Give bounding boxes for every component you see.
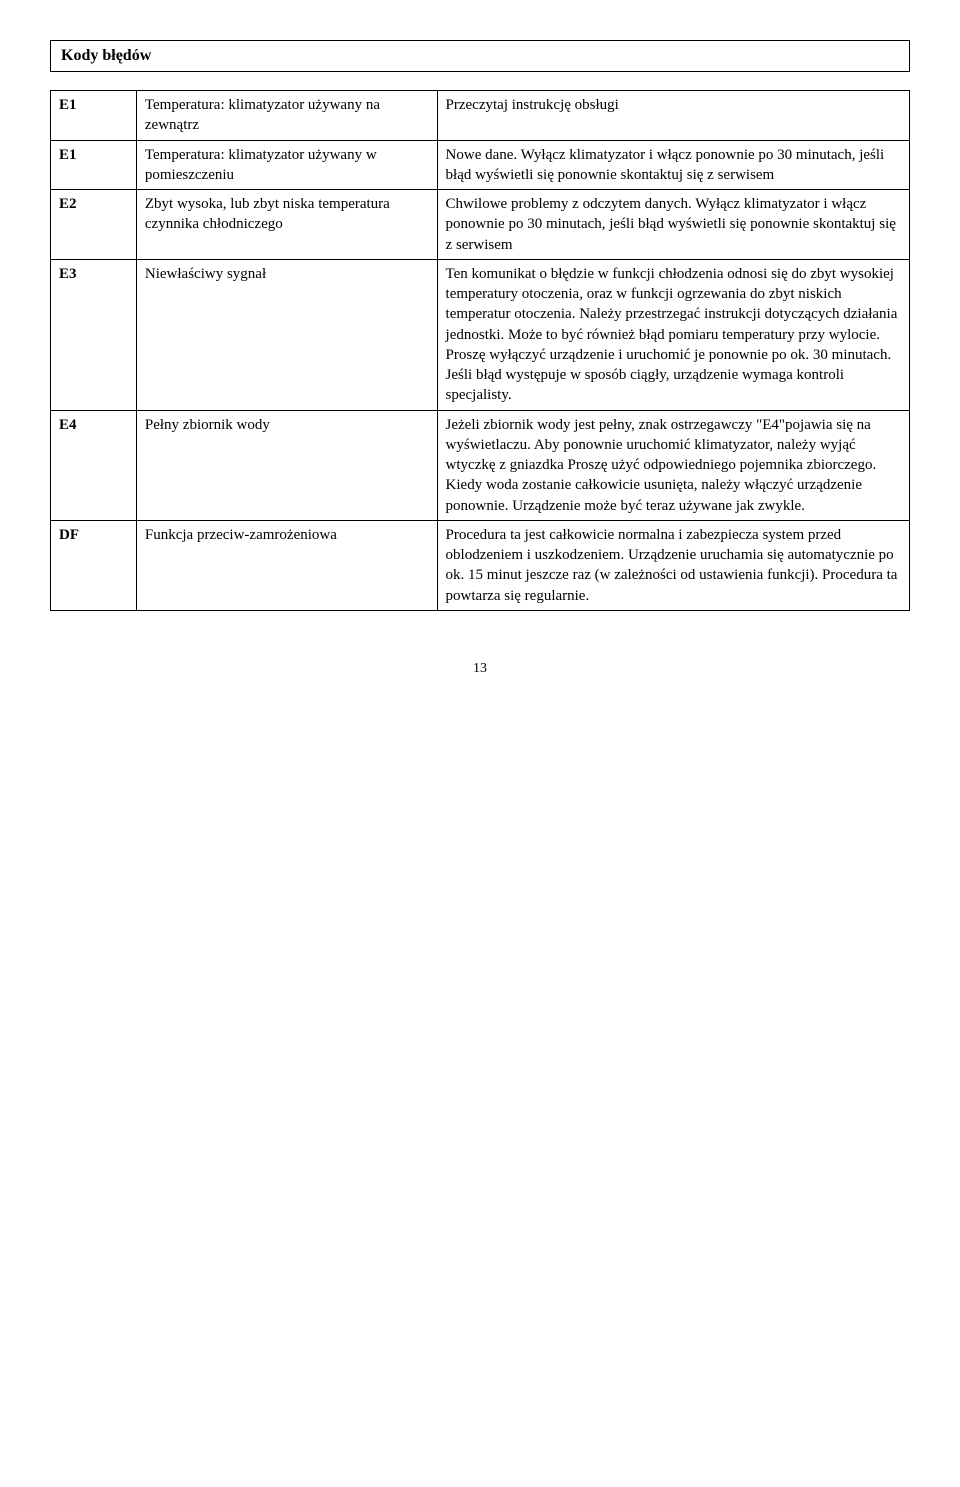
error-code: E1 <box>51 91 137 141</box>
error-codes-table: E1 Temperatura: klimatyzator używany na … <box>50 90 910 611</box>
error-cause: Zbyt wysoka, lub zbyt niska temperatura … <box>136 190 437 260</box>
error-cause: Temperatura: klimatyzator używany na zew… <box>136 91 437 141</box>
table-row: E1 Temperatura: klimatyzator używany na … <box>51 91 910 141</box>
error-solution: Procedura ta jest całkowicie normalna i … <box>437 520 909 610</box>
table-row: E1 Temperatura: klimatyzator używany w p… <box>51 140 910 190</box>
table-row: E4 Pełny zbiornik wody Jeżeli zbiornik w… <box>51 410 910 520</box>
error-code: E3 <box>51 259 137 410</box>
table-row: E2 Zbyt wysoka, lub zbyt niska temperatu… <box>51 190 910 260</box>
error-solution: Chwilowe problemy z odczytem danych. Wył… <box>437 190 909 260</box>
error-code: E1 <box>51 140 137 190</box>
table-row: E3 Niewłaściwy sygnał Ten komunikat o bł… <box>51 259 910 410</box>
error-cause: Pełny zbiornik wody <box>136 410 437 520</box>
error-code: E2 <box>51 190 137 260</box>
error-solution: Nowe dane. Wyłącz klimatyzator i włącz p… <box>437 140 909 190</box>
error-solution: Ten komunikat o błędzie w funkcji chłodz… <box>437 259 909 410</box>
error-cause: Niewłaściwy sygnał <box>136 259 437 410</box>
error-code: DF <box>51 520 137 610</box>
page-number: 13 <box>50 661 910 677</box>
error-cause: Funkcja przeciw-zamrożeniowa <box>136 520 437 610</box>
error-cause: Temperatura: klimatyzator używany w pomi… <box>136 140 437 190</box>
error-solution: Przeczytaj instrukcję obsługi <box>437 91 909 141</box>
error-code: E4 <box>51 410 137 520</box>
section-title: Kody błędów <box>50 40 910 72</box>
table-row: DF Funkcja przeciw-zamrożeniowa Procedur… <box>51 520 910 610</box>
error-solution: Jeżeli zbiornik wody jest pełny, znak os… <box>437 410 909 520</box>
